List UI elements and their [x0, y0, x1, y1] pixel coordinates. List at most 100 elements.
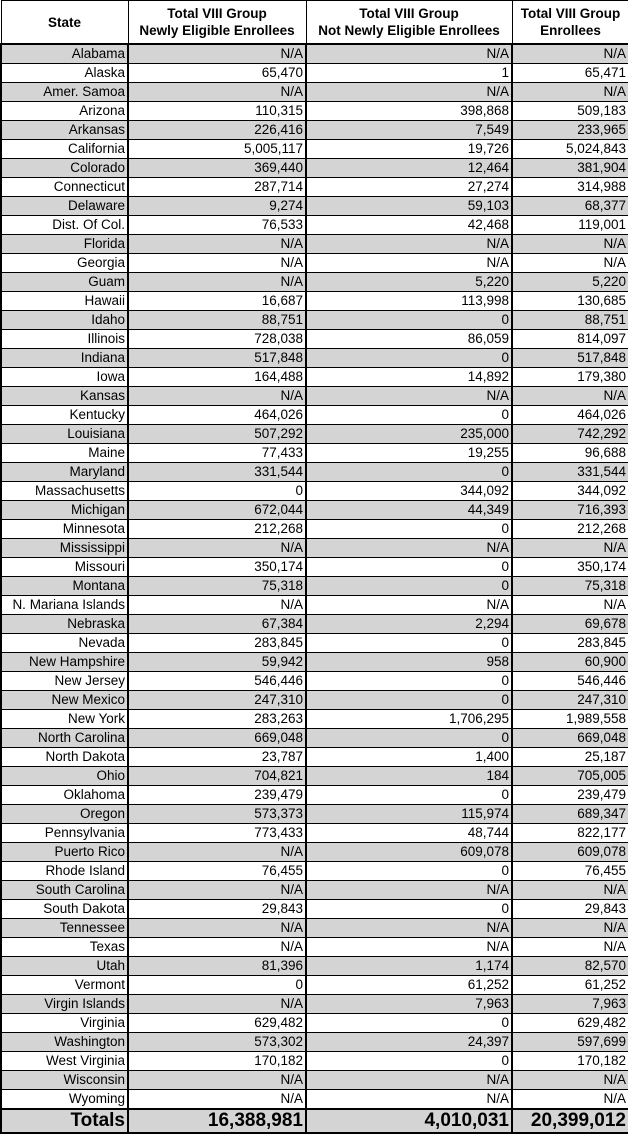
total-enrollees-cell: 689,347 — [511, 804, 628, 824]
newly-eligible-cell: 283,263 — [127, 709, 307, 729]
state-cell: Missouri — [0, 557, 129, 577]
state-cell: Alabama — [0, 43, 129, 64]
not-newly-eligible-cell: 0 — [305, 728, 513, 748]
total-enrollees-cell: 212,268 — [511, 519, 628, 539]
newly-eligible-cell: 5,005,117 — [127, 139, 307, 159]
table-row: Massachusetts 0 344,092 344,092 — [0, 481, 628, 501]
not-newly-eligible-cell: 958 — [305, 652, 513, 672]
newly-eligible-cell: N/A — [127, 880, 307, 900]
state-cell: New Hampshire — [0, 652, 129, 672]
state-cell: Wisconsin — [0, 1070, 129, 1090]
not-newly-eligible-cell: N/A — [305, 538, 513, 558]
total-enrollees-cell: 381,904 — [511, 158, 628, 178]
state-cell: Nevada — [0, 633, 129, 653]
table-row: California 5,005,117 19,726 5,024,843 — [0, 139, 628, 159]
newly-eligible-cell: N/A — [127, 272, 307, 292]
newly-eligible-cell: N/A — [127, 937, 307, 957]
state-cell: New Mexico — [0, 690, 129, 710]
table-row: Virginia 629,482 0 629,482 — [0, 1013, 628, 1033]
table-row: Missouri 350,174 0 350,174 — [0, 557, 628, 577]
state-cell: Indiana — [0, 348, 129, 368]
not-newly-eligible-cell: 1,400 — [305, 747, 513, 767]
table-row: Texas N/A N/A N/A — [0, 937, 628, 957]
not-newly-eligible-cell: N/A — [305, 937, 513, 957]
header-total-enrollees: Total VIII Group Enrollees — [511, 0, 628, 45]
table-row: Vermont 0 61,252 61,252 — [0, 975, 628, 995]
table-row: South Carolina N/A N/A N/A — [0, 880, 628, 900]
total-enrollees-cell: 464,026 — [511, 405, 628, 425]
total-enrollees-cell: 76,455 — [511, 861, 628, 881]
table-row: Maryland 331,544 0 331,544 — [0, 462, 628, 482]
total-enrollees-cell: N/A — [511, 595, 628, 615]
not-newly-eligible-cell: N/A — [305, 234, 513, 254]
table-row: Wyoming N/A N/A N/A — [0, 1089, 628, 1110]
newly-eligible-cell: 464,026 — [127, 405, 307, 425]
total-enrollees-cell: 68,377 — [511, 196, 628, 216]
total-enrollees-cell: 705,005 — [511, 766, 628, 786]
state-cell: Vermont — [0, 975, 129, 995]
newly-eligible-cell: 226,416 — [127, 120, 307, 140]
state-cell: South Carolina — [0, 880, 129, 900]
state-cell: Delaware — [0, 196, 129, 216]
not-newly-eligible-cell: 48,744 — [305, 823, 513, 843]
not-newly-eligible-cell: 0 — [305, 1051, 513, 1071]
table-row: Virgin Islands N/A 7,963 7,963 — [0, 994, 628, 1014]
newly-eligible-cell: 9,274 — [127, 196, 307, 216]
state-cell: Hawaii — [0, 291, 129, 311]
state-cell: Illinois — [0, 329, 129, 349]
table-row: Pennsylvania 773,433 48,744 822,177 — [0, 823, 628, 843]
total-enrollees-cell: N/A — [511, 538, 628, 558]
table-row: Delaware 9,274 59,103 68,377 — [0, 196, 628, 216]
table-row: Colorado 369,440 12,464 381,904 — [0, 158, 628, 178]
newly-eligible-cell: 239,479 — [127, 785, 307, 805]
total-enrollees-cell: 88,751 — [511, 310, 628, 330]
newly-eligible-cell: 369,440 — [127, 158, 307, 178]
state-cell: Montana — [0, 576, 129, 596]
table-row: Idaho 88,751 0 88,751 — [0, 310, 628, 330]
total-enrollees-cell: 822,177 — [511, 823, 628, 843]
table-row: Arizona 110,315 398,868 509,183 — [0, 101, 628, 121]
total-enrollees-cell: 247,310 — [511, 690, 628, 710]
total-enrollees-cell: 597,699 — [511, 1032, 628, 1052]
total-enrollees-cell: N/A — [511, 43, 628, 64]
table-row: Ohio 704,821 184 705,005 — [0, 766, 628, 786]
total-enrollees-cell: 29,843 — [511, 899, 628, 919]
state-cell: Colorado — [0, 158, 129, 178]
newly-eligible-cell: 59,942 — [127, 652, 307, 672]
state-cell: Tennessee — [0, 918, 129, 938]
table-row: Michigan 672,044 44,349 716,393 — [0, 500, 628, 520]
table-row: Oregon 573,373 115,974 689,347 — [0, 804, 628, 824]
newly-eligible-cell: 76,455 — [127, 861, 307, 881]
not-newly-eligible-cell: N/A — [305, 918, 513, 938]
state-cell: Rhode Island — [0, 861, 129, 881]
header-state: State — [0, 0, 129, 45]
table-row: Nebraska 67,384 2,294 69,678 — [0, 614, 628, 634]
newly-eligible-cell: N/A — [127, 43, 307, 64]
header-newly-eligible: Total VIII Group Newly Eligible Enrollee… — [127, 0, 307, 45]
state-cell: Puerto Rico — [0, 842, 129, 862]
state-cell: Maine — [0, 443, 129, 463]
table-row: Kansas N/A N/A N/A — [0, 386, 628, 406]
not-newly-eligible-cell: 0 — [305, 899, 513, 919]
table-row: Arkansas 226,416 7,549 233,965 — [0, 120, 628, 140]
not-newly-eligible-cell: N/A — [305, 1070, 513, 1090]
not-newly-eligible-cell: 0 — [305, 348, 513, 368]
not-newly-eligible-cell: 7,549 — [305, 120, 513, 140]
newly-eligible-cell: 0 — [127, 481, 307, 501]
newly-eligible-cell: 573,302 — [127, 1032, 307, 1052]
not-newly-eligible-cell: N/A — [305, 1089, 513, 1110]
not-newly-eligible-cell: 344,092 — [305, 481, 513, 501]
total-enrollees-cell: N/A — [511, 880, 628, 900]
total-enrollees-cell: 314,988 — [511, 177, 628, 197]
not-newly-eligible-cell: 61,252 — [305, 975, 513, 995]
not-newly-eligible-cell: 0 — [305, 1013, 513, 1033]
newly-eligible-cell: 81,396 — [127, 956, 307, 976]
state-cell: Kansas — [0, 386, 129, 406]
newly-eligible-cell: 76,533 — [127, 215, 307, 235]
newly-eligible-cell: 23,787 — [127, 747, 307, 767]
not-newly-eligible-cell: 0 — [305, 310, 513, 330]
newly-eligible-cell: N/A — [127, 386, 307, 406]
total-enrollees-cell: 283,845 — [511, 633, 628, 653]
not-newly-eligible-cell: 86,059 — [305, 329, 513, 349]
table-row: Connecticut 287,714 27,274 314,988 — [0, 177, 628, 197]
